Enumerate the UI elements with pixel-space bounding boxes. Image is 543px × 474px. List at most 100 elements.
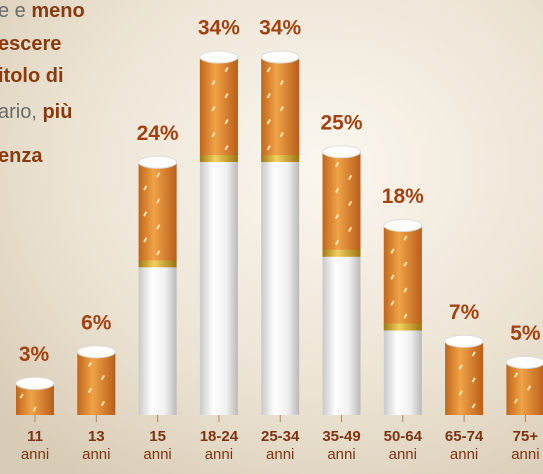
x-tick-label: 11 (27, 428, 43, 445)
intro-line: e e meno (0, 0, 85, 22)
filter-speck (224, 145, 229, 151)
cigarette-filter (383, 225, 422, 326)
cigarette-top (138, 155, 178, 169)
intro-text: più (42, 101, 72, 123)
intro-text: e e (0, 0, 31, 22)
x-tick-label: 50-64 (384, 428, 423, 445)
x-tick-sublabel: anni (389, 446, 417, 463)
intro-text: enza (0, 145, 43, 167)
filter-speck (266, 67, 271, 73)
filter-speck (403, 235, 408, 241)
cigarette-top (444, 334, 484, 348)
cigarette-top (76, 345, 116, 359)
filter-speck (143, 211, 148, 217)
filter-band (261, 155, 300, 162)
filter-speck (266, 145, 271, 151)
filter-speck (513, 372, 519, 378)
filter-speck (526, 385, 532, 391)
filter-band (322, 249, 361, 257)
cigarette-filter (199, 57, 238, 157)
cigarette-filter (445, 341, 484, 415)
value-label: 24% (137, 122, 179, 145)
x-tick-sublabel: anni (511, 446, 539, 463)
filter-speck (348, 200, 353, 207)
x-tick-label: 65-74 (445, 428, 484, 445)
filter-speck (87, 387, 93, 394)
filter-speck (87, 361, 93, 368)
filter-speck (32, 406, 37, 412)
x-tick-sublabel: anni (82, 446, 110, 463)
filter-speck (335, 213, 340, 220)
filter-speck (211, 106, 216, 112)
filter-speck (100, 400, 106, 407)
cigarette-filter (261, 57, 300, 157)
x-tick-sublabel: anni (327, 446, 355, 463)
x-tick-label: 15 (149, 428, 166, 445)
filter-speck (348, 226, 353, 233)
cigarette-filter (77, 351, 116, 415)
filter-speck (156, 250, 161, 256)
filter-speck (513, 398, 519, 404)
filter-speck (403, 261, 408, 267)
filter-speck (403, 313, 408, 319)
filter-speck (458, 390, 463, 396)
intro-line: enza (0, 145, 43, 167)
filter-speck (266, 93, 271, 99)
filter-speck (224, 93, 229, 99)
filter-speck (100, 374, 106, 381)
value-label: 34% (259, 17, 301, 40)
x-tick-sublabel: anni (205, 446, 233, 463)
intro-line: ario, più (0, 101, 72, 123)
filter-speck (224, 67, 229, 73)
intro-text: escere (0, 33, 61, 55)
cigarette-filter (322, 151, 361, 252)
filter-speck (335, 161, 340, 168)
filter-speck (471, 377, 476, 383)
filter-speck (143, 185, 148, 191)
cigarette-top (15, 376, 55, 390)
cigarette-filter (506, 362, 543, 415)
filter-speck (224, 118, 229, 125)
filter-speck (156, 224, 161, 230)
filter-speck (156, 198, 161, 204)
filter-band (199, 155, 238, 162)
filter-speck (390, 300, 395, 306)
x-tick-sublabel: anni (21, 446, 49, 463)
cigarette-top (199, 50, 239, 64)
filter-speck (156, 172, 161, 178)
value-label: 18% (382, 185, 424, 208)
cigarette-top (383, 218, 423, 232)
filter-speck (390, 274, 395, 280)
value-label: 34% (198, 17, 240, 40)
filter-speck (458, 364, 463, 370)
filter-speck (403, 287, 408, 293)
intro-line: escere (0, 33, 61, 55)
filter-speck (19, 393, 24, 399)
value-label: 25% (320, 111, 362, 134)
filter-speck (471, 351, 476, 357)
filter-speck (279, 80, 284, 86)
value-label: 5% (510, 322, 541, 345)
x-tick-label: 25-34 (261, 428, 300, 445)
filter-speck (390, 248, 395, 254)
cigarette-filter (138, 162, 177, 263)
filter-band (383, 323, 422, 331)
x-tick-label: 13 (88, 428, 105, 445)
cigarette-top (505, 355, 543, 369)
x-tick-sublabel: anni (450, 446, 478, 463)
intro-line: itolo di (0, 65, 64, 87)
value-label: 3% (19, 343, 50, 366)
filter-speck (266, 119, 271, 125)
filter-speck (335, 239, 340, 246)
x-tick-sublabel: anni (266, 446, 294, 463)
filter-speck (279, 106, 284, 112)
filter-speck (211, 79, 216, 86)
filter-speck (279, 132, 284, 138)
value-label: 7% (449, 301, 480, 324)
filter-band (138, 260, 177, 268)
cigarette-top (322, 145, 361, 159)
filter-speck (348, 174, 353, 181)
filter-speck (143, 237, 148, 243)
intro-text: ario, (0, 101, 42, 123)
filter-speck (211, 132, 216, 138)
